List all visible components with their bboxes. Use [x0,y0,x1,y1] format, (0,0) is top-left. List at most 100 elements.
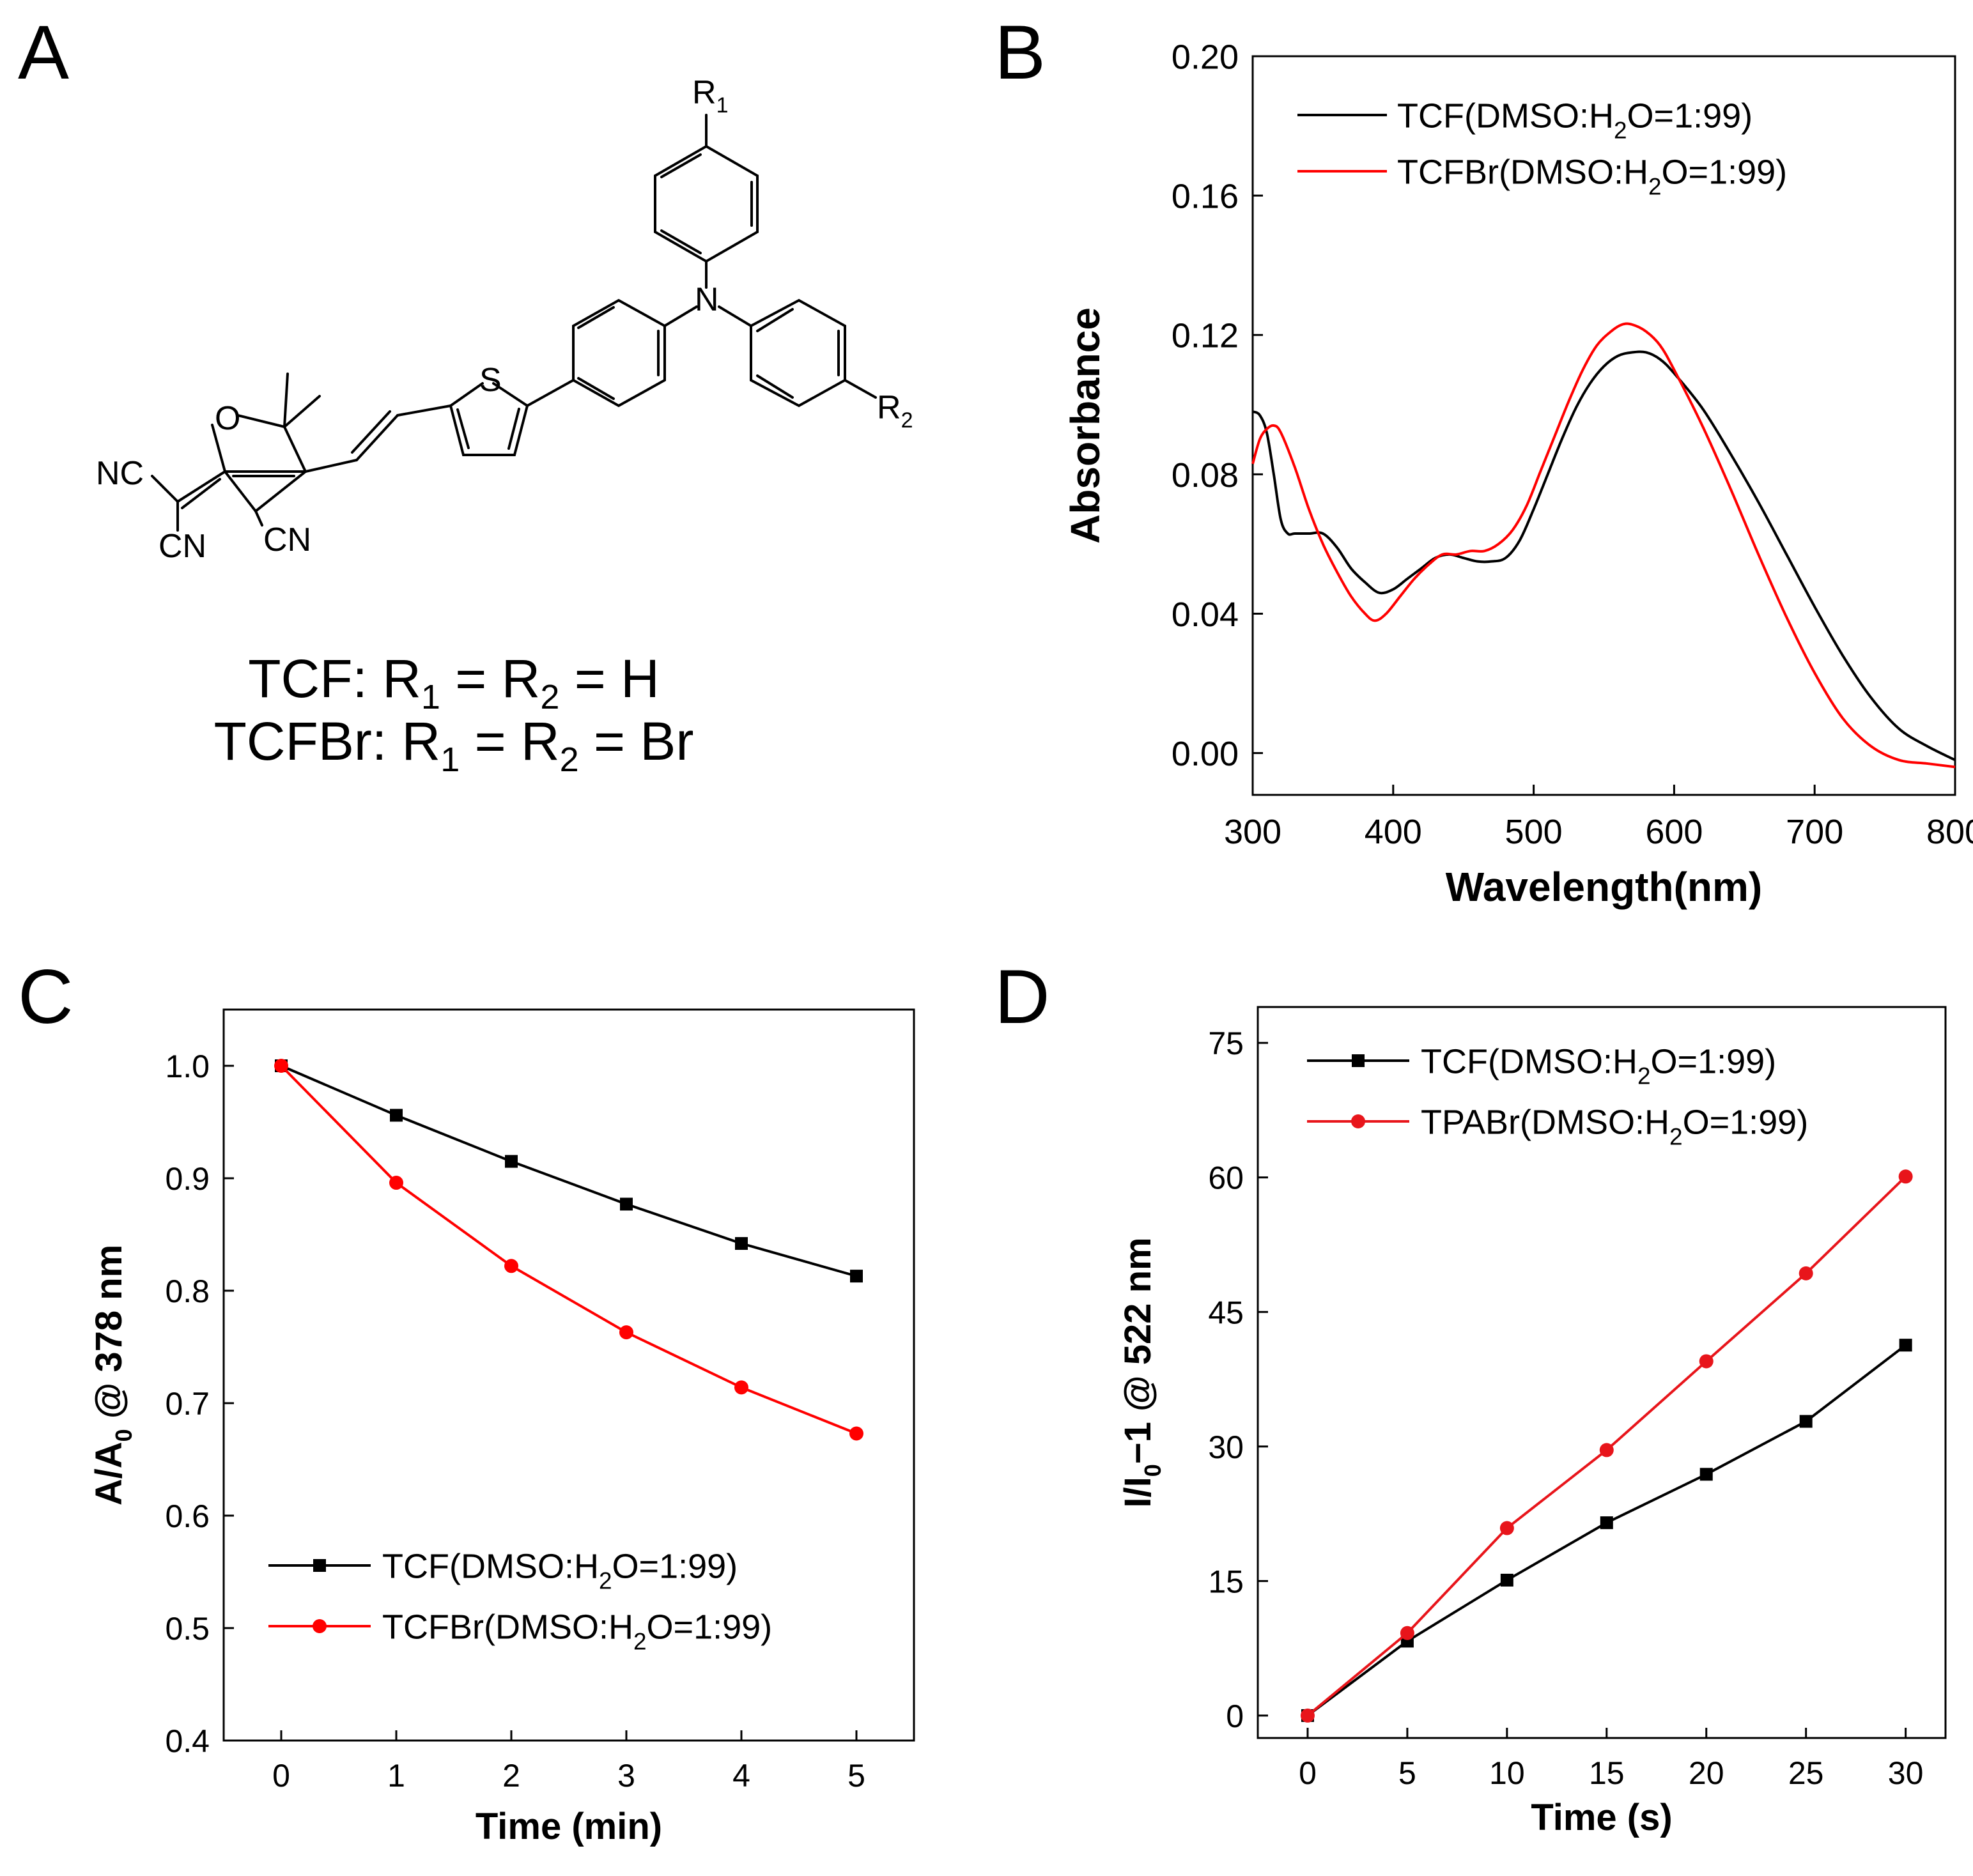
data-point-circle [734,1380,748,1395]
data-point-circle [1300,1708,1315,1723]
x-tick-label: 5 [1398,1755,1416,1791]
data-point-square [1699,1468,1713,1481]
data-point-square [1600,1516,1613,1530]
data-point-circle [1400,1626,1414,1640]
y-tick-label: 1.0 [165,1049,210,1084]
atom-cn-right: CN [263,521,311,558]
y-tick-label: 0.20 [1172,38,1239,76]
data-point-square [390,1109,403,1122]
data-point-square [735,1237,748,1250]
legend-label-c-1: TCF(DMSO:H2O=1:99) [382,1547,738,1594]
panel-label-c: C [18,954,74,1040]
y-tick-label: 0.4 [165,1723,210,1759]
y-tick-label: 0.8 [165,1273,210,1309]
atom-o: O [215,400,240,437]
legend-marker-circle [1351,1114,1365,1128]
x-tick-label: 0 [1299,1755,1317,1791]
x-tick-label: 0 [272,1758,290,1794]
y-tick-label: 0 [1226,1698,1244,1734]
y-tick-label: 75 [1208,1026,1244,1061]
y-axis-label: Absorbance [1062,307,1108,544]
legend-marker-circle [313,1619,327,1633]
x-tick-label: 20 [1689,1755,1724,1791]
x-tick-label: 700 [1786,813,1843,851]
data-point-circle [619,1325,633,1340]
data-point-square [1899,1339,1912,1352]
data-point-circle [1499,1521,1514,1535]
y-tick-label: 0.16 [1172,178,1239,216]
atom-s: S [479,362,502,399]
x-tick-label: 5 [847,1758,865,1794]
legend-label-d-1: TCF(DMSO:H2O=1:99) [1421,1042,1776,1089]
x-tick-label: 500 [1505,813,1563,851]
data-point-circle [274,1059,288,1073]
x-tick-label: 2 [502,1758,520,1794]
data-point-circle [504,1259,518,1273]
x-tick-label: 1 [387,1758,405,1794]
x-tick-label: 4 [732,1758,750,1794]
x-tick-label: 3 [617,1758,635,1794]
series-line-c-1 [281,1065,857,1278]
legend-label-c-2: TCFBr(DMSO:H2O=1:99) [382,1608,772,1654]
x-tick-label: 400 [1365,813,1422,851]
x-tick-label: 800 [1926,813,1973,851]
y-tick-label: 0.5 [165,1611,210,1647]
y-tick-label: 0.9 [165,1161,210,1197]
x-axis-label: Wavelength(nm) [1446,864,1762,910]
data-point-circle [1898,1169,1913,1184]
series-line-c-2 [280,1065,857,1435]
atom-n: N [695,281,719,318]
panel-label-d: D [994,954,1050,1040]
y-axis-label: I/I0−1 @ 522 nm [1117,1237,1166,1507]
y-tick-label: 0.7 [165,1386,210,1422]
y-tick-label: 45 [1208,1295,1244,1330]
atom-nc: NC [96,455,144,492]
y-tick-label: 0.00 [1172,735,1239,773]
x-tick-label: 30 [1888,1755,1924,1791]
y-tick-label: 0.12 [1172,317,1239,355]
legend-label-b-1: TCF(DMSO:H2O=1:99) [1397,96,1752,143]
data-point-circle [1699,1354,1714,1369]
x-tick-label: 600 [1645,813,1703,851]
series-line-d-1 [1306,1344,1907,1717]
x-tick-label: 10 [1489,1755,1525,1791]
x-axis-label: Time (min) [476,1806,662,1847]
molecule-structure: R1 N R2 S O NC CN CN [96,74,913,565]
series-line-b-2 [1251,322,1956,769]
data-point-square [620,1197,633,1211]
panel-label-a: A [18,10,70,95]
structure-caption-line2: TCFBr: R1 = R2 = Br [213,711,694,779]
plot-frame-d [1257,1006,1947,1739]
plot-frame-b [1251,55,1956,796]
x-tick-label: 25 [1788,1755,1824,1791]
data-point-square [850,1270,863,1283]
legend-marker-square [313,1559,326,1572]
series-line-b-1 [1252,350,1956,762]
data-point-circle [1599,1443,1614,1457]
atom-r2: R2 [877,389,913,433]
data-point-square [505,1155,518,1168]
structure-caption-line1: TCF: R1 = R2 = H [248,649,660,716]
x-tick-label: 15 [1589,1755,1625,1791]
data-point-square [1500,1573,1513,1587]
x-tick-label: 300 [1224,813,1281,851]
y-tick-label: 0.6 [165,1498,210,1534]
y-axis-label: A/A0 @ 378 nm [88,1245,137,1506]
y-tick-label: 0.08 [1172,456,1239,495]
data-point-square [1799,1415,1813,1428]
data-point-circle [1799,1266,1813,1280]
legend-marker-square [1352,1054,1365,1067]
y-tick-label: 15 [1208,1564,1244,1599]
legend-label-b-2: TCFBr(DMSO:H2O=1:99) [1397,153,1787,199]
data-point-circle [849,1426,863,1441]
atom-r1: R1 [692,74,728,118]
y-tick-label: 0.04 [1172,596,1239,634]
plot-frame-c [222,1008,915,1742]
atom-cn-left: CN [159,528,206,565]
y-tick-label: 30 [1208,1429,1244,1465]
x-axis-label: Time (s) [1531,1797,1672,1838]
